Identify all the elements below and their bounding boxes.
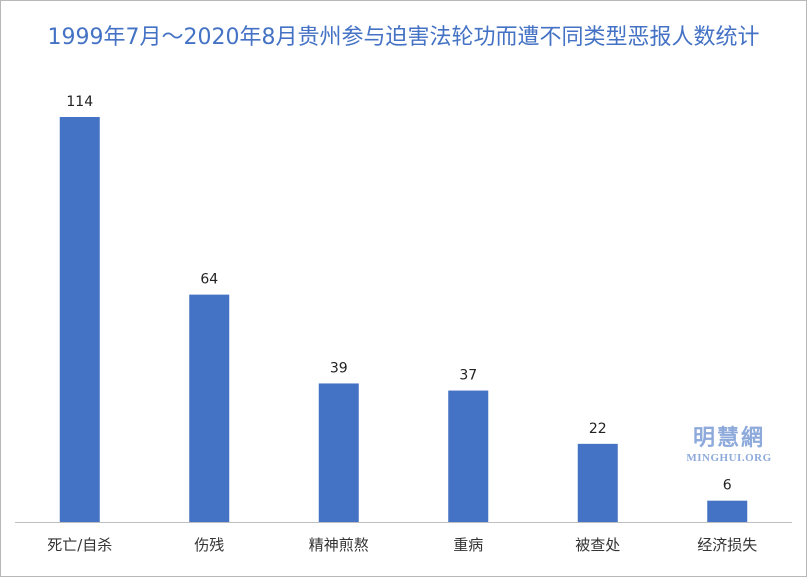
data-label: 64: [200, 272, 218, 288]
watermark-chinese: 明慧網: [692, 425, 765, 451]
bar: [59, 117, 100, 522]
x-tick-label: 经济损失: [697, 536, 757, 554]
chart-title: 1999年7月～2020年8月贵州参与迫害法轮功而遭不同类型恶报人数统计: [47, 25, 760, 50]
bar: [318, 383, 359, 522]
watermark-logo: 明慧網 MINGHUI.ORG: [684, 424, 774, 465]
x-tick-label: 死亡/自杀: [47, 536, 112, 554]
x-tick-label: 伤残: [194, 536, 224, 554]
bar: [577, 443, 618, 522]
bar: [189, 294, 230, 522]
x-tick-label: 精神煎熬: [309, 536, 369, 554]
data-label: 22: [589, 421, 607, 437]
watermark-english: MINGHUI.ORG: [686, 452, 772, 464]
bar: [448, 390, 489, 522]
x-tick-label: 被查处: [575, 536, 620, 554]
data-label: 39: [330, 360, 348, 376]
x-tick-label: 重病: [453, 536, 483, 554]
data-label: 6: [723, 478, 732, 494]
data-label: 114: [66, 94, 93, 110]
bar: [707, 500, 748, 522]
data-label: 37: [459, 368, 477, 384]
